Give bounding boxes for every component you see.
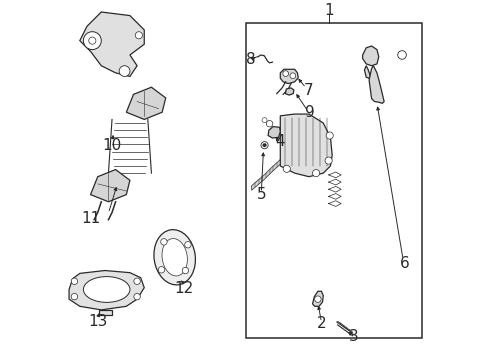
Circle shape	[182, 267, 188, 274]
Circle shape	[71, 293, 78, 300]
Polygon shape	[251, 159, 280, 190]
Circle shape	[83, 32, 101, 50]
Circle shape	[325, 157, 331, 164]
Polygon shape	[280, 69, 298, 84]
Circle shape	[262, 143, 266, 147]
Text: 6: 6	[399, 256, 409, 271]
Text: 2: 2	[316, 316, 325, 331]
Circle shape	[312, 170, 319, 177]
Polygon shape	[69, 270, 144, 310]
Ellipse shape	[162, 239, 187, 276]
Text: 10: 10	[102, 138, 122, 153]
Polygon shape	[280, 114, 331, 177]
Polygon shape	[364, 66, 370, 78]
Circle shape	[134, 278, 140, 284]
Polygon shape	[90, 170, 130, 202]
Text: 9: 9	[304, 105, 314, 121]
Polygon shape	[368, 66, 384, 103]
Circle shape	[88, 37, 96, 44]
Circle shape	[261, 141, 267, 149]
Text: 3: 3	[348, 329, 358, 343]
Circle shape	[135, 32, 142, 39]
Polygon shape	[99, 310, 112, 315]
Circle shape	[266, 121, 272, 127]
Circle shape	[283, 165, 290, 172]
Polygon shape	[267, 127, 280, 138]
Circle shape	[325, 132, 333, 139]
Text: 13: 13	[88, 314, 107, 329]
Circle shape	[158, 266, 164, 273]
Text: 8: 8	[246, 52, 256, 67]
Text: 11: 11	[81, 211, 100, 226]
Circle shape	[161, 239, 167, 245]
Ellipse shape	[154, 230, 195, 285]
Text: 12: 12	[174, 281, 193, 296]
Bar	[246, 23, 421, 338]
Polygon shape	[312, 291, 323, 306]
Circle shape	[314, 296, 321, 302]
Polygon shape	[285, 88, 293, 95]
Polygon shape	[362, 46, 378, 66]
Circle shape	[119, 66, 130, 76]
Text: 4: 4	[274, 134, 284, 149]
Text: 5: 5	[256, 187, 265, 202]
Circle shape	[184, 242, 191, 248]
Polygon shape	[80, 12, 144, 76]
Circle shape	[397, 51, 406, 59]
Circle shape	[289, 73, 295, 78]
Text: 7: 7	[303, 82, 312, 98]
Text: 1: 1	[323, 3, 333, 18]
Circle shape	[134, 293, 140, 300]
Circle shape	[282, 71, 288, 76]
Polygon shape	[126, 87, 165, 120]
Ellipse shape	[83, 276, 130, 302]
Circle shape	[71, 278, 78, 284]
Circle shape	[262, 118, 266, 123]
